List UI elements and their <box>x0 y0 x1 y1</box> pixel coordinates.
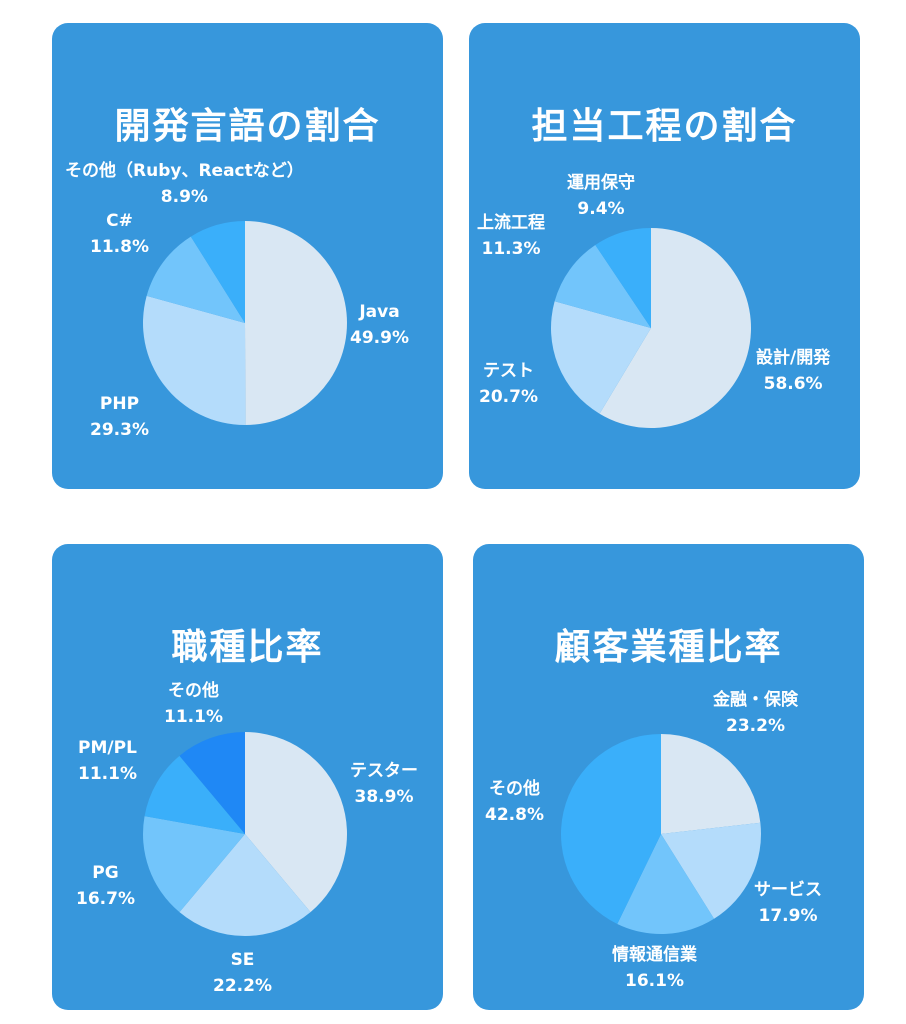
slice-label-ict: 情報通信業 16.1% <box>612 945 697 991</box>
slice-label-pg: PG 16.7% <box>76 863 135 909</box>
slice-label-other: その他 42.8% <box>485 779 544 825</box>
chart-title: 開発言語の割合 <box>114 106 381 147</box>
slice-label-finance: 金融・保険 23.2% <box>713 690 798 736</box>
pie-slice-3 <box>595 228 651 328</box>
pie-slice-1 <box>179 834 311 936</box>
pie-slice-0 <box>245 221 347 425</box>
pie-slice-4 <box>179 732 245 834</box>
pie-slice-1 <box>661 822 761 919</box>
chart-title: 担当工程の割合 <box>531 106 798 147</box>
pie-chart-client-industries <box>561 734 761 934</box>
slice-label-test: テスト 20.7% <box>479 361 538 407</box>
chart-card-process: 担当工程の割合 設計/開発 58.6% テスト 20.7% 上流工程 11.3% 運用… <box>469 23 860 489</box>
slice-label-se: SE 22.2% <box>213 950 272 996</box>
pie-slice-0 <box>245 732 347 913</box>
pie-slice-3 <box>561 734 661 924</box>
pie-slice-2 <box>146 236 245 323</box>
slice-label-other: その他（Ruby、Reactなど） 8.9% <box>65 161 304 207</box>
slice-label-service: サービス 17.9% <box>754 880 822 926</box>
slice-label-tester: テスター 38.9% <box>350 761 418 807</box>
pie-slice-1 <box>551 301 651 414</box>
slice-label-pmpl: PM/PL 11.1% <box>78 738 137 784</box>
slice-label-php: PHP 29.3% <box>90 394 149 440</box>
slice-label-operation: 運用保守 9.4% <box>567 173 635 219</box>
pie-slice-0 <box>661 734 761 834</box>
chart-card-client-industries: 顧客業種比率 金融・保険 23.2% サービス 17.9% 情報通信業 16.1% そ… <box>473 544 864 1010</box>
chart-title: 職種比率 <box>171 627 324 668</box>
chart-title: 顧客業種比率 <box>554 627 783 668</box>
chart-card-languages: 開発言語の割合 Java 49.9% PHP 29.3% C# 11.8% その他（R… <box>52 23 443 489</box>
chart-card-job-types: 職種比率 テスター 38.9% SE 22.2% PG 16.7% PM/PL 11.1… <box>52 544 443 1010</box>
pie-slice-3 <box>144 755 245 834</box>
pie-slice-0 <box>599 228 751 428</box>
pie-slice-2 <box>554 244 651 328</box>
pie-slice-3 <box>190 221 245 323</box>
pie-chart-languages <box>143 221 347 425</box>
slice-label-design-dev: 設計/開発 58.6% <box>756 348 831 394</box>
pie-chart-job-types <box>143 732 347 936</box>
pie-slice-2 <box>143 816 245 913</box>
slice-label-upstream: 上流工程 11.3% <box>477 213 545 259</box>
pie-slice-1 <box>143 295 246 425</box>
pie-chart-process <box>551 228 751 428</box>
slice-label-other: その他 11.1% <box>164 681 223 727</box>
slice-label-csharp: C# 11.8% <box>90 211 149 257</box>
slice-label-java: Java 49.9% <box>350 302 409 348</box>
pie-slice-2 <box>617 834 715 934</box>
